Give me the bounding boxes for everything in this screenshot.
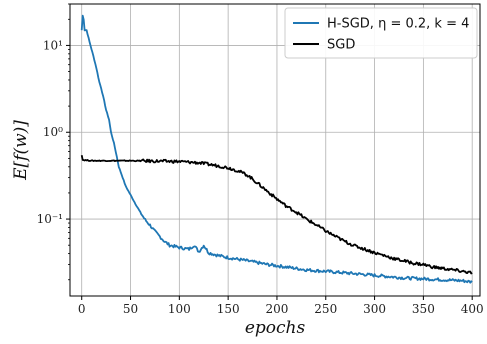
- y-tick-label: 10⁻¹: [37, 212, 63, 226]
- plot-frame: [69, 3, 481, 297]
- x-tick-label: 150: [217, 302, 240, 316]
- x-tick-label: 300: [363, 302, 386, 316]
- x-tick-label: 400: [461, 302, 484, 316]
- x-tick-label: 50: [123, 302, 138, 316]
- x-tick-label: 0: [78, 302, 86, 316]
- x-tick-label: 350: [412, 302, 435, 316]
- series-line: [80, 155, 473, 275]
- y-axis-label: E[f(w)]: [11, 120, 31, 181]
- x-tick-label: 250: [314, 302, 337, 316]
- x-axis-label: epochs: [245, 318, 306, 338]
- series-line: [80, 14, 473, 284]
- legend-label: H-SGD, η = 0.2, k = 4: [327, 17, 469, 32]
- ticks: 0 50 100 150 200 250 300 350 400 10¹ 10⁰ 10⁻¹: [37, 3, 484, 316]
- y-tick-label: 10⁰: [43, 125, 63, 139]
- y-tick-label: 10¹: [43, 38, 63, 52]
- legend: H-SGD, η = 0.2, k = 4 SGD: [284, 7, 478, 59]
- x-tick-label: 200: [265, 302, 288, 316]
- series-layer: [80, 14, 473, 284]
- legend-box: [284, 7, 478, 59]
- x-tick-label: 100: [168, 302, 191, 316]
- legend-label: SGD: [327, 38, 355, 53]
